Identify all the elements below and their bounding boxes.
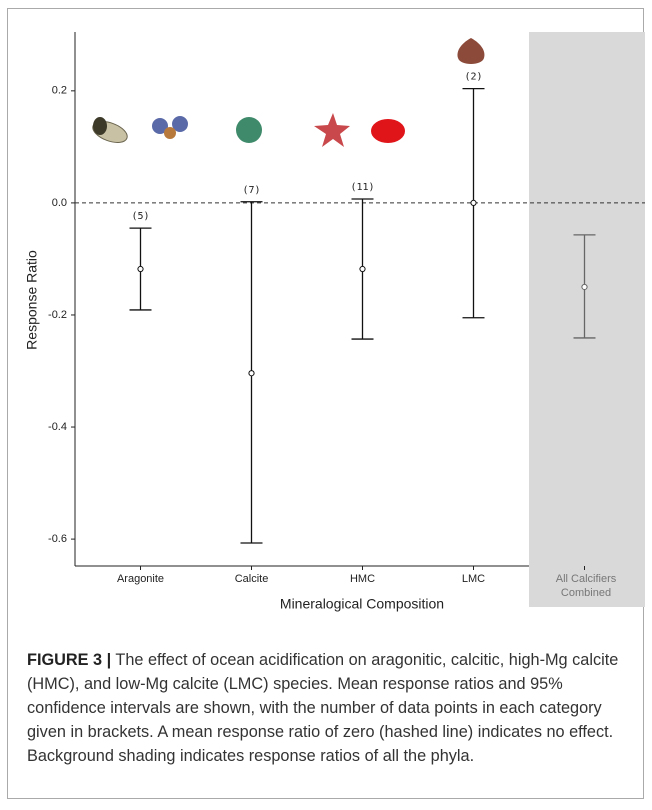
y-tick-label: -0.6 bbox=[48, 533, 67, 545]
caption-text: The effect of ocean acidification on ara… bbox=[27, 651, 618, 765]
x-axis-title: Mineralogical Composition bbox=[280, 596, 444, 612]
x-tick-label: HMC bbox=[350, 573, 375, 585]
x-tick-label: Aragonite bbox=[117, 573, 164, 585]
y-tick-label: -0.4 bbox=[48, 421, 67, 433]
shaded-category-label: All Calcifiers Combined bbox=[530, 572, 642, 600]
y-tick-label: 0.2 bbox=[52, 85, 67, 97]
chart: Response Ratio Mineralogical Composition… bbox=[0, 0, 652, 640]
x-tick-label: LMC bbox=[462, 573, 485, 585]
mean-point bbox=[249, 371, 254, 376]
bivalve-icon bbox=[93, 117, 107, 135]
coccolith-icon bbox=[236, 117, 262, 143]
urchin-icon bbox=[371, 119, 405, 143]
organism-icons bbox=[90, 38, 484, 147]
page: Response Ratio Mineralogical Composition… bbox=[0, 0, 652, 810]
n-label: (2) bbox=[464, 72, 482, 83]
x-tick-label: Calcite bbox=[235, 573, 269, 585]
y-tick-label: -0.2 bbox=[48, 309, 67, 321]
y-tick-label: 0.0 bbox=[52, 197, 67, 209]
figure-caption: FIGURE 3 | The effect of ocean acidifica… bbox=[27, 648, 635, 768]
n-label: (5) bbox=[131, 211, 149, 222]
brachiopod-icon bbox=[458, 38, 485, 64]
highlight-band bbox=[529, 32, 645, 607]
mean-point bbox=[138, 266, 143, 271]
mean-point bbox=[471, 200, 476, 205]
mean-point bbox=[582, 284, 587, 289]
y-axis-title: Response Ratio bbox=[24, 250, 40, 350]
starfish-icon bbox=[314, 113, 350, 147]
caption-label: FIGURE 3 | bbox=[27, 651, 111, 669]
n-label: (7) bbox=[242, 185, 260, 196]
n-label: (11) bbox=[350, 182, 374, 193]
pteropod-icon bbox=[164, 127, 176, 139]
mean-point bbox=[360, 266, 365, 271]
